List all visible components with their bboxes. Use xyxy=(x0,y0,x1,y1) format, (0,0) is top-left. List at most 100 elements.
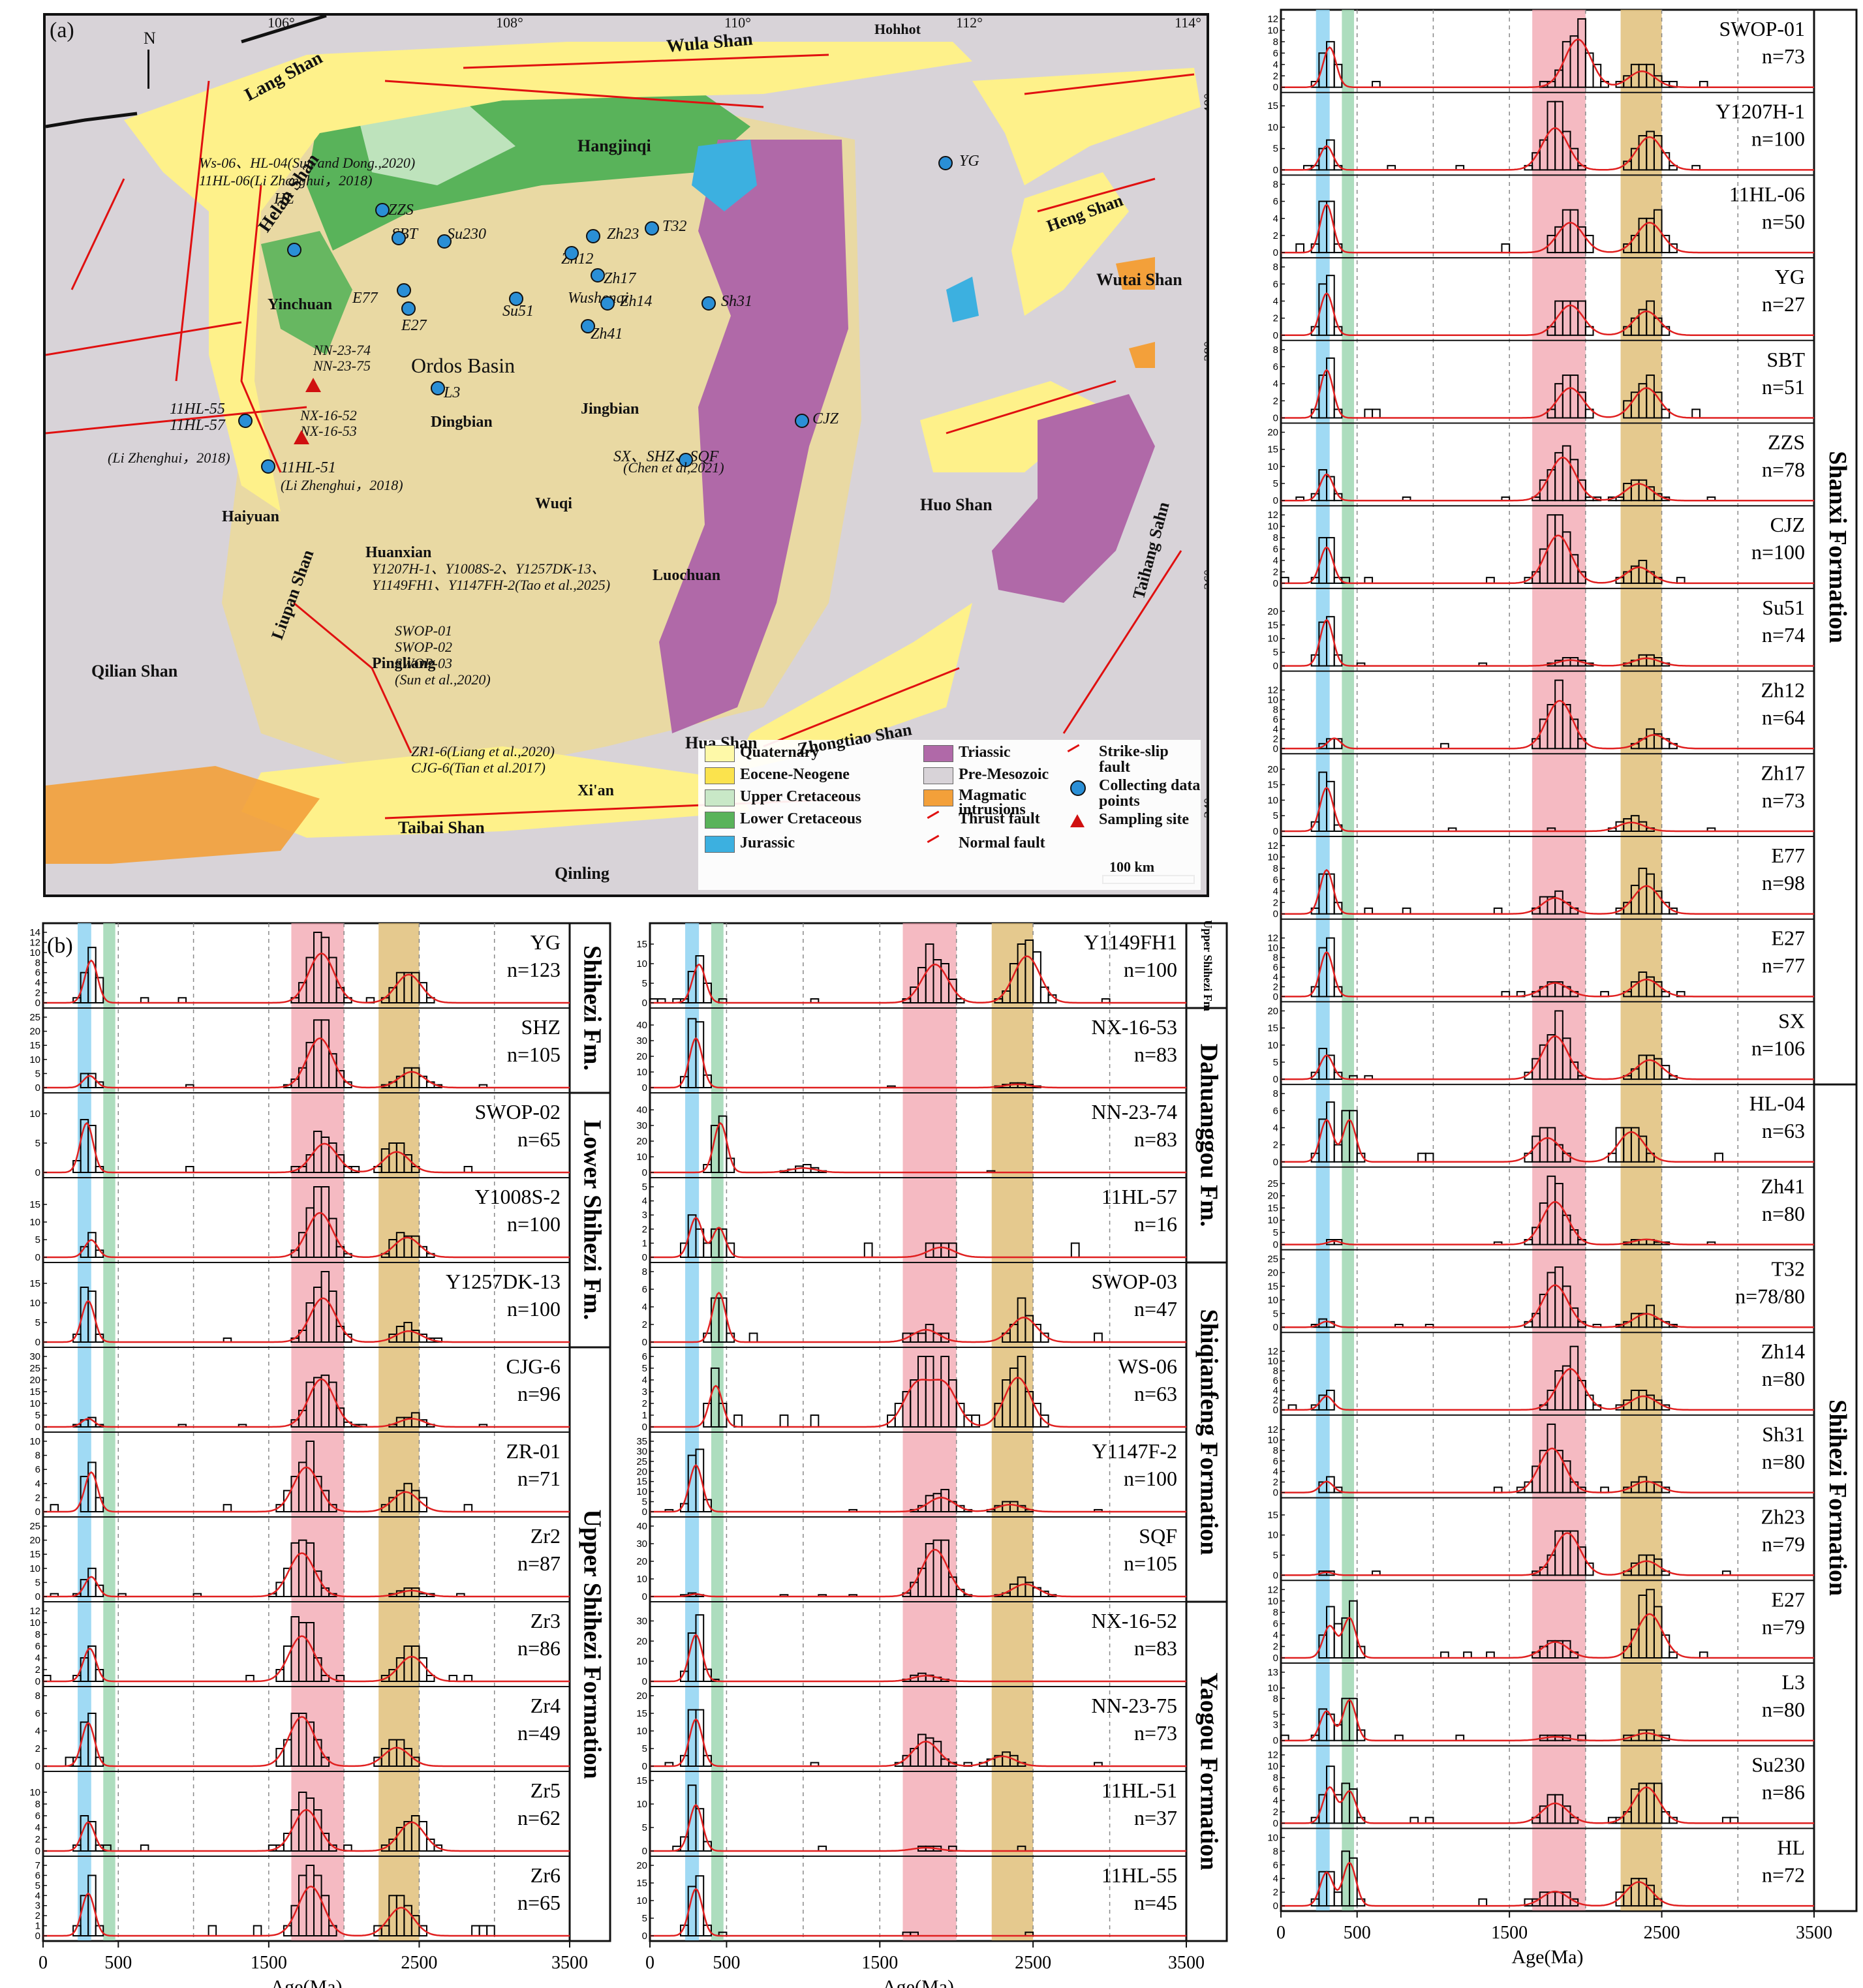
formation-label: Upper Shihezi Formation xyxy=(578,1509,606,1779)
place-label: Hangjinqi xyxy=(577,136,651,155)
y-tick-label: 0 xyxy=(1273,1901,1278,1912)
legend-label: Pre-Mesozoic xyxy=(959,766,1049,783)
kde-curve xyxy=(650,1377,1186,1428)
y-tick-label: 10 xyxy=(636,1895,647,1906)
y-tick-label: 20 xyxy=(636,1556,647,1567)
histogram-bar xyxy=(1333,1623,1343,1659)
y-tick-label: 0 xyxy=(1273,1570,1278,1581)
y-tick-label: 20 xyxy=(29,1375,40,1386)
kde-curve xyxy=(43,1037,570,1089)
histogram-bar xyxy=(1653,1606,1663,1659)
y-tick-label: 10 xyxy=(29,1563,40,1574)
y-tick-label: 15 xyxy=(1267,1510,1278,1521)
y-tick-label: 6 xyxy=(35,968,40,979)
y-tick-label: 5 xyxy=(642,1822,647,1833)
y-tick-label: 10 xyxy=(1267,461,1278,472)
y-tick-label: 10 xyxy=(1267,943,1278,954)
geological-map: (a) N 106° 108° 110° 112° 114° 40° 38° 36° 34° Ordo… xyxy=(43,13,1209,897)
x-tick-label: 500 xyxy=(1344,1923,1371,1943)
y-tick-label: 12 xyxy=(1267,1584,1278,1595)
y-tick-label: 4 xyxy=(35,1653,40,1664)
sample-histogram: 15 10 5 0 Y1257DK-13 n=100 xyxy=(29,1270,570,1348)
data-point-label: 11HL-55 xyxy=(170,401,225,418)
y-tick-label: 15 xyxy=(636,1775,647,1786)
y-tick-label: 10 xyxy=(29,1217,40,1228)
histogram-bar xyxy=(1554,1183,1563,1246)
sample-count: n=65 xyxy=(517,1891,561,1914)
histogram-bar xyxy=(87,1713,97,1767)
kde-curve xyxy=(650,1037,1186,1089)
histogram-bar xyxy=(1333,1486,1343,1493)
y-tick-label: 8 xyxy=(35,1629,40,1640)
histogram-bar xyxy=(87,1291,97,1343)
histogram-bar xyxy=(695,1709,705,1767)
y-tick-label: 10 xyxy=(1267,1040,1278,1051)
longitude-label: 110° xyxy=(724,14,751,31)
legend-symbol xyxy=(1070,780,1086,796)
map-canvas xyxy=(46,16,1207,895)
sample-name: Zr3 xyxy=(531,1609,561,1632)
data-point-label: E27 xyxy=(401,317,427,334)
sample-name: Y1207H-1 xyxy=(1716,100,1805,123)
reference-label: Ws-06、HL-04(Sun and Dong.,2020) xyxy=(199,155,416,171)
histogram-bar xyxy=(1409,1816,1419,1824)
y-tick-label: 5 xyxy=(35,1880,40,1891)
sample-count: n=77 xyxy=(1762,954,1805,977)
kde-curve xyxy=(1281,292,1814,337)
sample-name: Zh12 xyxy=(1761,679,1805,702)
histogram-bar xyxy=(695,1021,705,1088)
sample-name: Su230 xyxy=(1751,1753,1805,1777)
kde-curve xyxy=(1281,1284,1814,1328)
collecting-point-marker xyxy=(581,319,595,333)
sample-count: n=100 xyxy=(1751,540,1805,564)
y-tick-label: 15 xyxy=(1267,620,1278,631)
y-tick-label: 0 xyxy=(1273,1818,1278,1829)
sample-histogram: 10 5 0 SWOP-02 n=65 xyxy=(29,1100,570,1178)
sample-name: L3 xyxy=(1781,1670,1805,1694)
y-tick-label: 12 xyxy=(1267,685,1278,696)
histogram-bar xyxy=(1486,577,1495,584)
sample-count: n=45 xyxy=(1134,1891,1177,1914)
sample-count: n=74 xyxy=(1762,623,1805,647)
sample-histogram: 8 6 4 2 0 SWOP-03 n=47 xyxy=(642,1266,1186,1348)
kde-curve xyxy=(650,1464,1186,1513)
histogram-bar xyxy=(320,1895,330,1936)
sample-count: n=73 xyxy=(1762,788,1805,812)
y-tick-label: 8 xyxy=(1273,37,1278,48)
y-tick-label: 4 xyxy=(1273,1466,1278,1477)
sample-name: 11HL-55 xyxy=(1101,1863,1177,1887)
y-tick-label: 2 xyxy=(1273,981,1278,992)
legend-swatch xyxy=(705,836,735,853)
sample-count: n=80 xyxy=(1762,1367,1805,1390)
y-tick-label: 30 xyxy=(636,1615,647,1627)
y-tick-label: 0 xyxy=(1273,1653,1278,1664)
data-point-label: HL xyxy=(274,191,294,207)
formation-label: Lower Shihezi Fm. xyxy=(578,1120,606,1320)
histogram-bar xyxy=(1349,1110,1358,1163)
sample-histogram: 8 6 4 2 0 HL-04 n=63 xyxy=(1273,1088,1814,1168)
y-tick-label: 10 xyxy=(29,1617,40,1629)
x-tick-label: 500 xyxy=(713,1953,740,1973)
y-tick-label: 10 xyxy=(636,1067,647,1078)
histogram-bar xyxy=(245,1675,254,1682)
histogram-bar xyxy=(1356,1645,1366,1659)
sample-count: n=47 xyxy=(1134,1297,1177,1321)
y-tick-label: 0 xyxy=(1273,1736,1278,1747)
y-tick-label: 2 xyxy=(1273,1140,1278,1151)
histogram-bar xyxy=(1333,1144,1343,1163)
y-tick-label: 8 xyxy=(1273,1445,1278,1456)
place-label: Jingbian xyxy=(581,401,639,418)
sample-count: n=49 xyxy=(517,1721,561,1745)
sample-histogram: 8 6 4 2 0 YG n=27 xyxy=(1273,262,1814,341)
histogram-bar xyxy=(1584,408,1594,419)
collecting-point-marker xyxy=(238,414,253,428)
y-tick-label: 13 xyxy=(1267,1667,1278,1678)
histogram-bar xyxy=(42,1675,52,1682)
y-tick-label: 0 xyxy=(1273,1240,1278,1251)
sample-name: SWOP-02 xyxy=(474,1100,561,1124)
y-tick-label: 10 xyxy=(1267,1215,1278,1226)
y-tick-label: 6 xyxy=(35,1464,40,1475)
collecting-point-marker xyxy=(591,268,605,283)
